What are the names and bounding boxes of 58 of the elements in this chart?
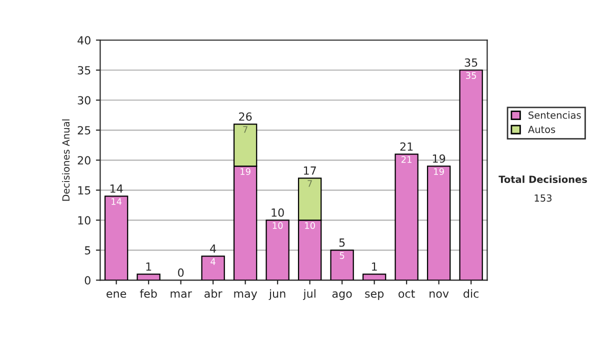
- y-tick-label: 10: [78, 216, 90, 225]
- x-tick-label: ene: [106, 291, 126, 298]
- legend-label: Sentencias: [528, 111, 581, 119]
- x-tick-label: dic: [464, 289, 479, 298]
- total-label: 21: [400, 142, 413, 151]
- total-label: 26: [239, 112, 252, 121]
- y-tick-label: 30: [78, 96, 90, 105]
- y-tick-label: 20: [78, 156, 90, 165]
- total-label: 35: [464, 58, 478, 67]
- data-label: 10: [305, 222, 315, 229]
- bar: [426, 166, 451, 280]
- total-label: 14: [110, 184, 123, 193]
- text: Total Decisiones: [498, 175, 587, 184]
- x-tick-label: abr: [204, 289, 222, 298]
- y-tick-label: 25: [78, 126, 90, 135]
- x-tick-label: may: [234, 291, 258, 300]
- y-tick-label: 15: [78, 186, 90, 195]
- x-tick-label: mar: [170, 291, 192, 298]
- bar: [201, 256, 225, 280]
- x-tick-label: nov: [430, 291, 449, 298]
- total-label: 0: [178, 268, 184, 277]
- x-tick-label: oct: [398, 290, 415, 298]
- total-label: 1: [372, 262, 377, 271]
- y-axis-title: Decisiones Anual: [62, 119, 70, 201]
- bar: [330, 250, 354, 280]
- total-label: 4: [210, 244, 216, 253]
- x-tick-label: jul: [303, 289, 316, 300]
- x-tick-label: jun: [268, 289, 286, 300]
- x-tick-label: feb: [140, 289, 157, 298]
- bar: [362, 274, 386, 280]
- data-label: 14: [112, 198, 122, 205]
- data-label: 7: [308, 180, 312, 187]
- data-label: 10: [272, 222, 283, 229]
- bar: [459, 70, 483, 280]
- y-tick-label: 35: [78, 66, 90, 75]
- bar: [136, 274, 160, 280]
- legend-label: Autos: [528, 126, 556, 134]
- bar: [266, 220, 290, 280]
- data-label: 35: [466, 72, 476, 79]
- data-label: 19: [240, 168, 250, 175]
- x-tick-label: ago: [332, 291, 352, 300]
- bar: [394, 154, 418, 280]
- y-tick-label: 40: [78, 36, 90, 44]
- data-label: 19: [434, 168, 444, 175]
- bar: [104, 196, 128, 280]
- data-label: 4: [210, 258, 216, 265]
- total-label: 10: [272, 208, 284, 217]
- data-label: 7: [243, 126, 248, 133]
- total-label: 17: [304, 166, 316, 175]
- total-label: 19: [432, 154, 446, 163]
- data-label: 5: [340, 252, 344, 259]
- total-label: 1: [146, 262, 152, 271]
- data-label: 21: [401, 156, 412, 163]
- text: 153: [534, 194, 552, 202]
- x-tick-label: sep: [365, 291, 384, 300]
- y-tick-label: 5: [84, 246, 90, 255]
- y-tick-label: 0: [84, 276, 90, 285]
- total-label: 5: [339, 238, 345, 247]
